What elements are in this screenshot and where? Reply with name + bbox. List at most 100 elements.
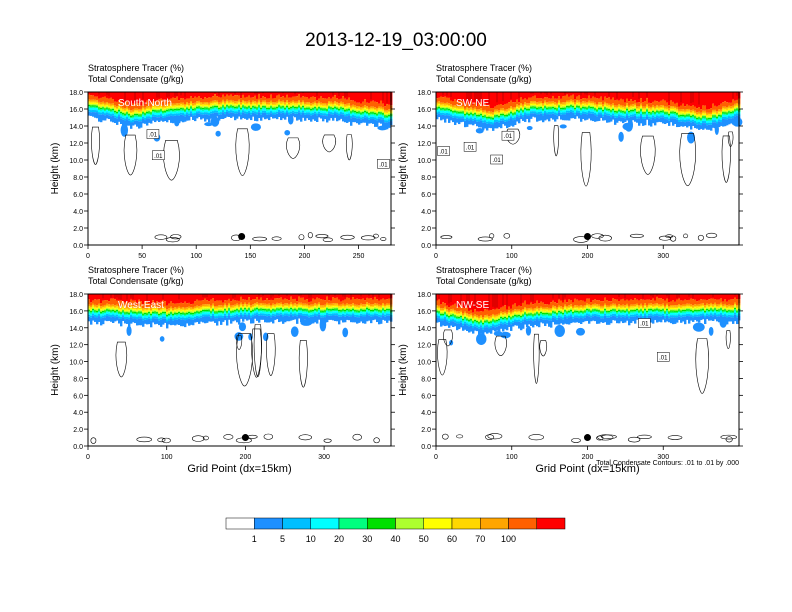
tracer-band (462, 112, 465, 115)
tracer-band (220, 114, 223, 119)
tracer-band (274, 305, 277, 308)
tracer-band (104, 306, 107, 308)
tracer-band (516, 105, 519, 108)
tracer-band (510, 110, 513, 112)
tracer-band (298, 309, 301, 311)
tracer-band (262, 92, 265, 97)
tracer-band (204, 309, 207, 312)
tracer-band (110, 106, 113, 109)
tracer-band (334, 294, 337, 298)
tracer-band (304, 92, 307, 97)
tracer-band (232, 309, 235, 311)
tracer-band (100, 112, 103, 115)
tracer-band (118, 318, 121, 324)
tracer-band (274, 102, 277, 104)
tracer-band (578, 95, 581, 101)
tracer-band (290, 310, 293, 313)
tracer-band (172, 116, 175, 124)
tracer-band (316, 106, 319, 108)
tracer-band (270, 103, 273, 106)
tracer-band (164, 301, 167, 307)
tracer-band (94, 304, 97, 307)
tracer-band (234, 101, 237, 103)
tracer-band (232, 104, 235, 107)
tracer-band (480, 108, 483, 111)
tracer-band (268, 313, 271, 316)
tracer-band (224, 107, 227, 109)
tracer-band (716, 116, 719, 118)
tracer-band (446, 112, 449, 116)
tracer-band (138, 109, 141, 111)
tracer-band (500, 104, 503, 109)
tracer-band (292, 102, 295, 104)
tracer-band (156, 117, 159, 121)
tracer-band (668, 105, 671, 109)
tracer-band (256, 296, 259, 303)
tracer-band (298, 305, 301, 307)
tracer-band (528, 92, 531, 98)
tracer-band (454, 106, 457, 109)
panel-sw-ne: Stratosphere Tracer (%)Total Condensate … (398, 63, 743, 260)
tracer-band (304, 309, 307, 311)
tracer-band (130, 116, 133, 119)
tracer-band (376, 116, 379, 119)
tracer-band (190, 106, 193, 108)
tracer-band (132, 111, 135, 113)
tracer-band (246, 104, 249, 106)
tracer-band (316, 305, 319, 307)
tracer-band (606, 106, 609, 108)
tracer-band (90, 95, 93, 100)
tracer-band (106, 294, 109, 301)
tracer-band (130, 311, 133, 313)
tracer-band (232, 310, 235, 312)
tracer-band (238, 104, 241, 106)
tracer-band (260, 315, 263, 320)
tracer-band (100, 105, 103, 107)
tracer-band (628, 105, 631, 108)
tracer-band (544, 106, 547, 108)
tracer-band (194, 96, 197, 103)
tracer-band (172, 310, 175, 312)
tracer-band (196, 299, 199, 306)
tracer-band (152, 100, 155, 105)
tracer-band (466, 102, 469, 108)
tracer-band (116, 314, 119, 317)
tracer-band (304, 310, 307, 312)
tracer-band (292, 112, 295, 117)
y-tick-label: 18.0 (69, 90, 83, 97)
tracer-band (318, 105, 321, 108)
tracer-band (128, 116, 131, 119)
tracer-band (216, 300, 219, 306)
tracer-band (534, 95, 537, 102)
tracer-band (596, 108, 599, 110)
tracer-band (296, 107, 299, 109)
tracer-band (710, 122, 713, 125)
tracer-band (348, 111, 351, 114)
tracer-band (486, 115, 489, 118)
tracer-band (100, 102, 103, 105)
tracer-band (386, 113, 389, 115)
tracer-band (474, 115, 477, 118)
tracer-band (326, 116, 329, 123)
tracer-band (728, 92, 731, 103)
tracer-band (124, 309, 127, 312)
tracer-band (212, 106, 215, 108)
tracer-band (120, 316, 123, 319)
contour-label: .01 (146, 129, 160, 139)
tracer-band (202, 316, 205, 323)
low-cloud-contour (340, 234, 355, 240)
tracer-band (536, 102, 539, 104)
tracer-band (240, 305, 243, 307)
tracer-band (480, 118, 483, 121)
tracer-band (606, 104, 609, 107)
tracer-band (514, 102, 517, 108)
tracer-band (216, 318, 219, 326)
tracer-band (192, 311, 195, 313)
tracer-band (92, 306, 95, 308)
tracer-band (320, 305, 323, 307)
tracer-band (322, 306, 325, 309)
tracer-band (638, 114, 641, 117)
tracer-band (510, 118, 513, 126)
tracer-band (330, 112, 333, 115)
tracer-band (190, 319, 193, 325)
